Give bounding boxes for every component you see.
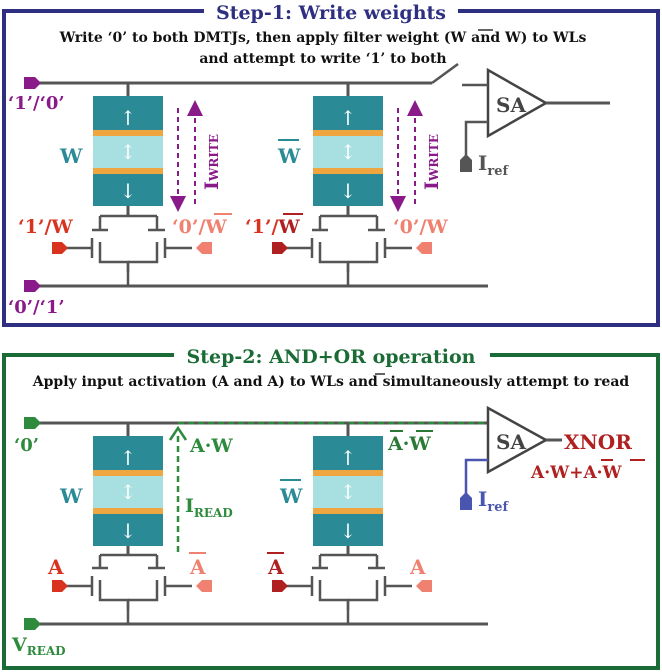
step2-sa-label: SA <box>496 430 526 454</box>
double-arrow-icon: ↕ <box>120 480 137 504</box>
double-arrow-icon: ↕ <box>120 140 137 164</box>
arrow-up-icon: ↑ <box>340 106 357 130</box>
step2-iref-label: Iref <box>478 487 509 515</box>
arrow-down-icon: ↓ <box>120 179 137 203</box>
step2-right-cell: ↑ ↕ ↓ W A A <box>267 423 432 624</box>
nmos-transistor-icon <box>310 216 350 272</box>
step1-panel: Step-1: Write weights Write ‘0’ to both … <box>2 0 660 327</box>
step1-iref-icon <box>460 154 472 172</box>
nmos-transistor-icon <box>348 216 387 264</box>
step2-vread-label: VREAD <box>11 634 66 658</box>
step1-caption-line2: and attempt to write ‘1’ to both <box>199 51 446 67</box>
step2-left-wl-terminal-icon <box>52 580 68 592</box>
step1-top-terminal-icon <box>24 77 41 89</box>
step2-nand-label: A·W <box>387 433 431 455</box>
step2-panel: Step-2: AND+OR operation Apply input act… <box>2 343 660 670</box>
step2-caption: Apply input activation (A and A) to WLs … <box>32 374 630 390</box>
step2-sense-amp-icon <box>486 405 549 475</box>
step1-right-iwrite-label: IWRITE <box>421 134 443 190</box>
nmos-transistor-icon <box>128 216 167 264</box>
step2-right-wlb-terminal-icon <box>416 580 432 592</box>
step1-iref-label: Iref <box>478 151 509 179</box>
step2-iref-icon <box>460 492 472 510</box>
nmos-transistor-icon <box>310 555 350 610</box>
step1-left-wl-label: ‘1’/W <box>18 216 73 238</box>
arrow-up-icon: ↑ <box>120 106 137 130</box>
step2-iread-label: IREAD <box>185 495 233 520</box>
step2-right-wl-label: A <box>267 555 284 579</box>
arrow-down-icon: ↓ <box>340 179 357 203</box>
step2-bottom-terminal-icon <box>24 618 41 630</box>
step1-sense-amp-icon <box>486 67 549 139</box>
arrow-up-icon: ↑ <box>340 446 357 470</box>
step2-title: Step-2: AND+OR operation <box>187 346 476 368</box>
step1-right-cell: ↑ ↕ ↓ W ‘1’/W ‘0’/W IWRITE <box>245 83 448 286</box>
nmos-transistor-icon <box>128 555 167 602</box>
step1-right-mtj-label: W <box>277 144 301 168</box>
arrow-down-icon: ↓ <box>340 519 357 543</box>
step1-caption-line1: Write ‘0’ to both DMTJs, then apply filt… <box>59 30 587 46</box>
step1-right-wlb-label: ‘0’/W <box>393 216 448 238</box>
step1-left-wl-terminal-icon <box>52 242 68 254</box>
step2-output-expression: A·W+A·W <box>530 463 623 483</box>
arrow-up-icon: ↑ <box>120 446 137 470</box>
step2-left-cell: ↑ ↕ ↓ W A A A·W IREAD <box>47 423 233 624</box>
step2-left-wl-label: A <box>47 555 64 579</box>
double-arrow-icon: ↕ <box>340 140 357 164</box>
step2-left-wlb-terminal-icon <box>196 580 212 592</box>
step1-bottom-line-label: ‘0’/‘1’ <box>8 297 65 318</box>
step1-bottom-terminal-icon <box>24 280 41 292</box>
step1-left-wlb-terminal-icon <box>196 242 212 254</box>
step1-title: Step-1: Write weights <box>216 2 446 24</box>
step1-left-iwrite-label: IWRITE <box>201 134 223 190</box>
step1-right-wl-label: ‘1’/W <box>245 216 300 238</box>
step1-left-cell: ↑ ↕ ↓ W ‘1’/W ‘0’/W IWRITE <box>18 83 232 286</box>
step1-sa-label: SA <box>496 93 526 117</box>
step2-top-terminal-icon <box>24 417 41 429</box>
step2-output-label: XNOR <box>564 430 632 454</box>
step1-right-wlb-terminal-icon <box>416 242 432 254</box>
step2-right-wlb-label: A <box>409 555 426 579</box>
step2-left-mtj-label: W <box>59 484 83 508</box>
step2-and-label: A·W <box>189 435 233 457</box>
step2-top-line-label: ‘0’ <box>14 435 39 456</box>
nmos-transistor-icon <box>348 555 387 602</box>
nmos-transistor-icon <box>90 555 130 610</box>
nmos-transistor-icon <box>90 216 130 272</box>
step2-right-mtj-label: W <box>279 484 303 508</box>
step2-left-wlb-label: A <box>189 555 206 579</box>
step1-left-wlb-label: ‘0’/W <box>172 216 227 238</box>
step1-right-wl-terminal-icon <box>272 242 288 254</box>
step1-top-line-label: ‘1’/‘0’ <box>8 93 65 114</box>
step1-switch <box>431 62 459 85</box>
double-arrow-icon: ↕ <box>340 480 357 504</box>
step1-left-mtj-label: W <box>59 144 83 168</box>
arrow-down-icon: ↓ <box>120 519 137 543</box>
step2-right-wl-terminal-icon <box>272 580 288 592</box>
